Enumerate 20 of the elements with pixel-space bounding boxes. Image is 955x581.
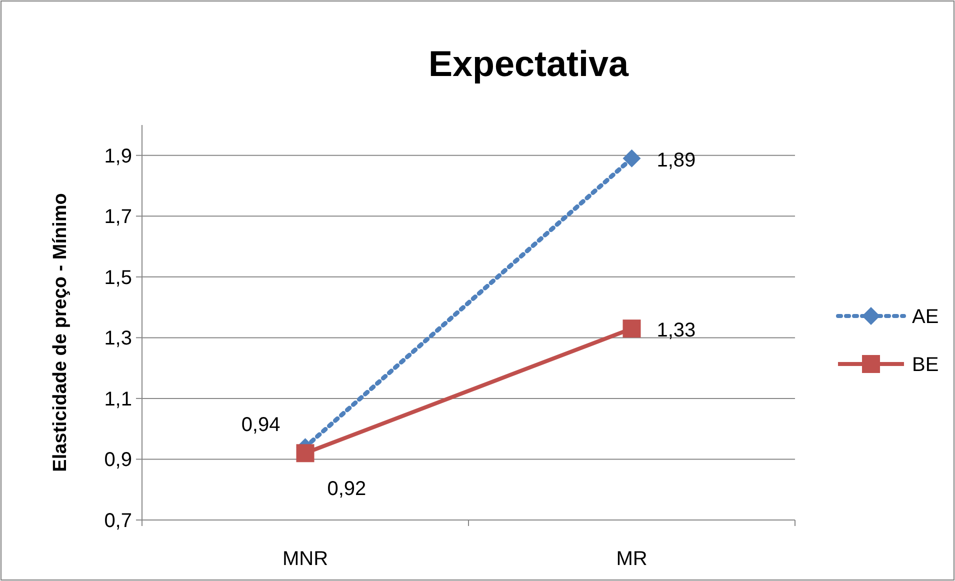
y-tick-label: 1,3 xyxy=(104,328,132,350)
y-tick-label: 1,5 xyxy=(104,266,132,289)
point xyxy=(622,320,641,338)
data-label: 1,33 xyxy=(656,320,696,342)
y-tick-label: 1,9 xyxy=(104,145,132,168)
x-tick-label: MNR xyxy=(282,548,328,570)
y-tick-label: 1,7 xyxy=(104,206,132,228)
x-tick-label: MR xyxy=(616,548,648,570)
y-tick-label: 0,7 xyxy=(104,510,132,532)
data-label: 1,89 xyxy=(656,149,696,172)
chart-title: Expectativa xyxy=(428,43,630,84)
legend-label: BE xyxy=(912,354,939,376)
y-tick-label: 0,9 xyxy=(104,449,132,472)
data-label: 0,94 xyxy=(241,414,280,436)
y-axis-title: Elasticidade de preço - Mínimo xyxy=(50,193,71,472)
point xyxy=(296,444,314,462)
y-tick-label: 1,1 xyxy=(104,388,132,410)
data-label: 0,92 xyxy=(327,478,366,500)
legend-label: AE xyxy=(912,306,939,328)
point xyxy=(622,149,641,168)
